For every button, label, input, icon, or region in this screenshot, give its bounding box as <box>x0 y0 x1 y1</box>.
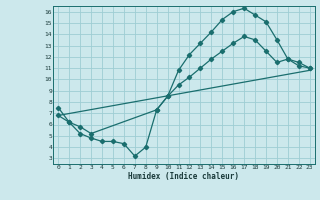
X-axis label: Humidex (Indice chaleur): Humidex (Indice chaleur) <box>129 172 239 181</box>
